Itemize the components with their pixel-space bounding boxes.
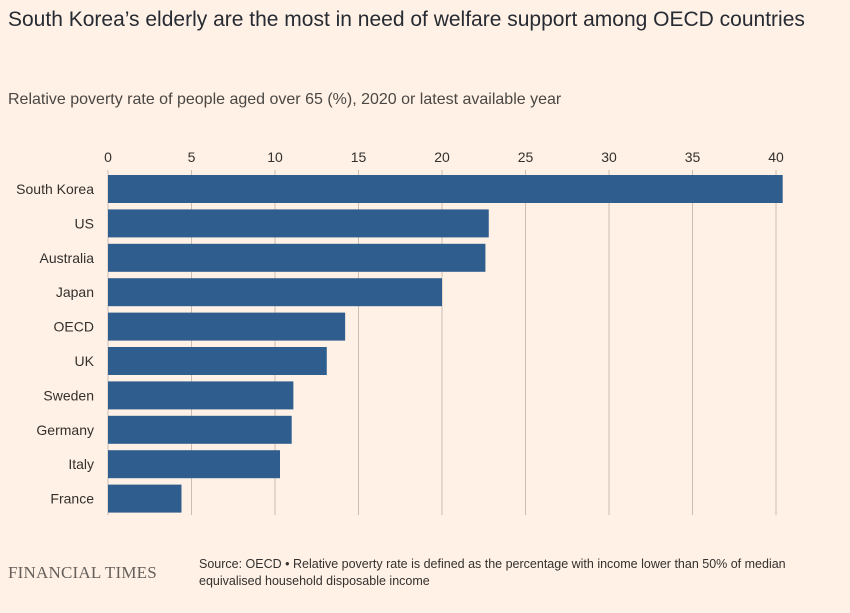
category-label: US xyxy=(75,215,94,231)
x-tick-label: 0 xyxy=(104,149,112,165)
chart-subtitle: Relative poverty rate of people aged ove… xyxy=(8,91,562,108)
category-label: South Korea xyxy=(16,181,94,197)
source-note: Source: OECD • Relative poverty rate is … xyxy=(199,557,786,588)
bar-us xyxy=(108,209,489,238)
x-tick-label: 30 xyxy=(601,149,617,165)
x-tick-label: 25 xyxy=(518,149,534,165)
financial-times-logo: FINANCIAL TIMES xyxy=(8,563,157,582)
category-label: OECD xyxy=(54,319,94,335)
x-axis-ticks: 0 5 10 15 20 25 30 35 40 xyxy=(104,149,784,165)
bar-oecd xyxy=(108,312,346,341)
bar-sweden xyxy=(108,381,294,410)
category-label: Japan xyxy=(56,284,94,300)
bar-chart: 0 5 10 15 20 25 30 35 40 South Korea US Australia J… xyxy=(16,149,784,515)
bar-germany xyxy=(108,415,292,444)
x-tick-label: 15 xyxy=(351,149,367,165)
x-tick-label: 20 xyxy=(434,149,450,165)
x-tick-label: 35 xyxy=(685,149,701,165)
category-label: France xyxy=(50,491,94,507)
bar-uk xyxy=(108,347,327,375)
bar-france xyxy=(108,484,182,513)
category-label: UK xyxy=(75,353,95,369)
category-label: Australia xyxy=(40,250,95,266)
x-tick-label: 5 xyxy=(188,149,196,165)
category-label: Germany xyxy=(36,422,94,438)
category-label: Sweden xyxy=(43,387,94,403)
bar-italy xyxy=(108,450,281,479)
category-labels: South Korea US Australia Japan OECD UK Sweden G… xyxy=(16,181,95,507)
bar-south-korea xyxy=(108,175,783,203)
x-tick-label: 10 xyxy=(267,149,283,165)
bars xyxy=(108,175,783,513)
chart-title: South Korea’s elderly are the most in ne… xyxy=(8,8,805,31)
bar-japan xyxy=(108,278,442,307)
bar-australia xyxy=(108,243,486,272)
category-label: Italy xyxy=(68,456,94,472)
x-tick-label: 40 xyxy=(768,149,784,165)
